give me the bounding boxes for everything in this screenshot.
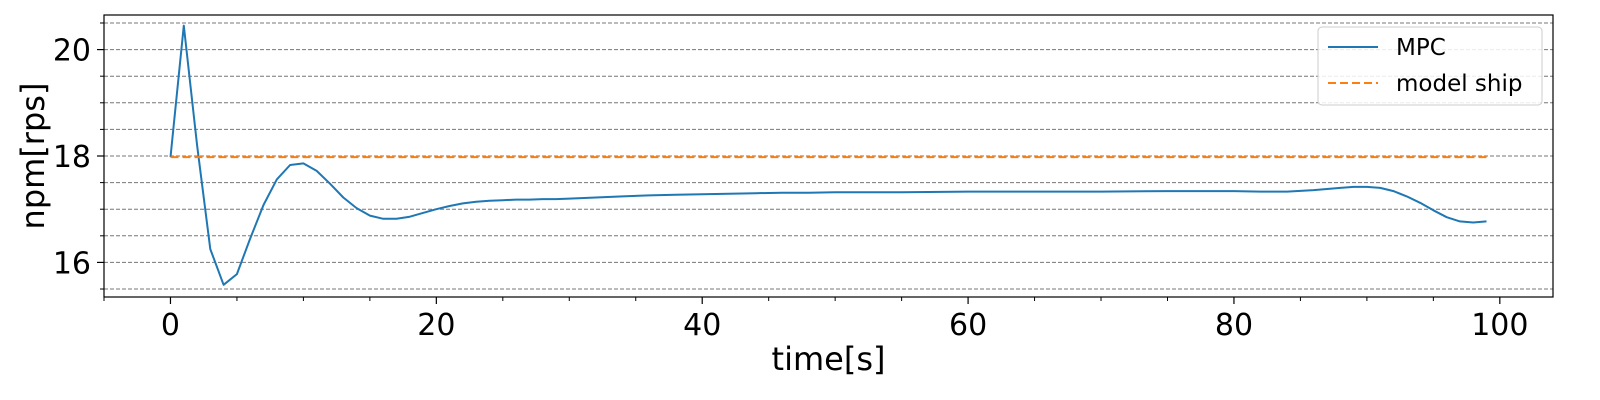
legend: MPC model ship <box>1317 26 1543 106</box>
y-tick-label: 18 <box>53 140 91 175</box>
x-tick-label: 100 <box>1471 308 1528 343</box>
y-axis-label: npm[rps] <box>14 83 52 230</box>
x-tick-label: 20 <box>417 308 455 343</box>
x-tick-label: 0 <box>161 308 180 343</box>
legend-label-mpc: MPC <box>1396 35 1446 61</box>
x-tick-label: 60 <box>949 308 987 343</box>
x-tick-label: 40 <box>683 308 721 343</box>
x-tick-label: 80 <box>1215 308 1253 343</box>
y-tick-label: 20 <box>53 34 91 69</box>
axis-ticks: 0 20 40 60 80 100 16 18 20 <box>53 22 1528 343</box>
series-line-mpc <box>169 24 1487 286</box>
x-axis-label: time[s] <box>772 340 886 378</box>
series-layer <box>169 24 1487 286</box>
grid-lines <box>104 22 1553 290</box>
y-tick-label: 16 <box>53 246 91 281</box>
legend-label-model-ship: model ship <box>1396 71 1522 97</box>
